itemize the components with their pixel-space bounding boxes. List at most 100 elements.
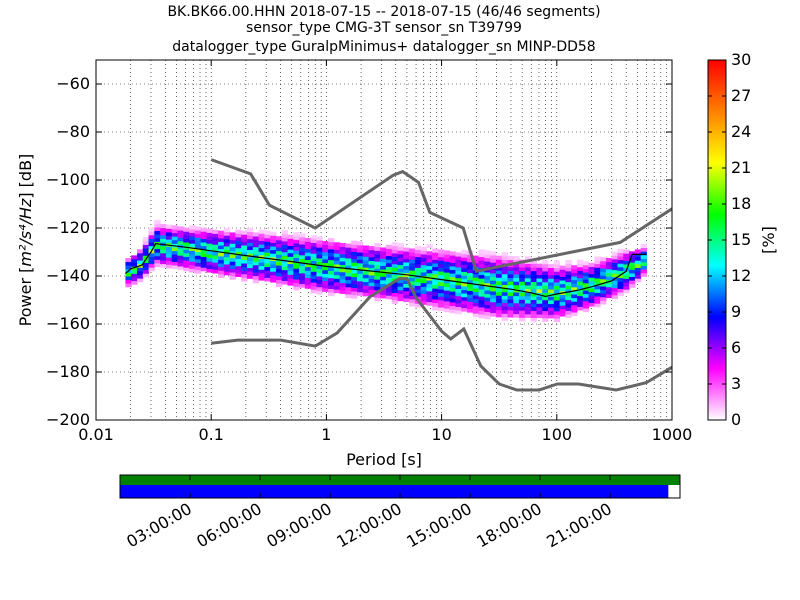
psd-cell — [362, 256, 370, 261]
psd-cell — [200, 267, 207, 272]
psd-cell — [235, 233, 242, 238]
psd-cell — [501, 255, 509, 260]
psd-cell — [414, 260, 422, 265]
psd-cell — [495, 295, 503, 300]
psd-cell — [478, 278, 485, 283]
psd-cell — [299, 240, 306, 245]
colorbar-tick-label: 0 — [731, 410, 741, 429]
psd-cell — [368, 264, 375, 269]
psd-cell — [235, 258, 242, 263]
psd-cell — [414, 303, 422, 308]
psd-cell — [530, 270, 537, 275]
psd-cell — [507, 306, 514, 311]
psd-cell — [275, 279, 283, 284]
psd-cell — [426, 301, 433, 306]
psd-cell — [605, 276, 613, 281]
psd-cell — [414, 256, 422, 261]
psd-cell — [362, 274, 370, 279]
psd-cell — [414, 263, 422, 268]
psd-cell — [438, 299, 445, 304]
psd-cell — [345, 272, 352, 277]
psd-cell — [536, 281, 543, 286]
psd-cell — [455, 306, 462, 311]
psd-cell — [490, 254, 497, 260]
psd-cell — [420, 257, 427, 262]
psd-cell — [241, 245, 248, 250]
psd-cell — [432, 270, 439, 275]
psd-cell — [576, 270, 584, 275]
psd-cell — [275, 272, 283, 277]
psd-cell — [571, 268, 578, 273]
psd-cell — [148, 238, 155, 243]
psd-cell — [600, 286, 607, 291]
psd-cell — [478, 310, 485, 315]
psd-cell — [472, 277, 480, 282]
psd-cell — [252, 275, 260, 280]
psd-cell — [148, 267, 155, 272]
psd-cell — [420, 279, 427, 284]
psd-cell — [339, 260, 346, 266]
psd-cell — [171, 264, 179, 270]
psd-cell — [339, 253, 346, 258]
psd-cell — [455, 256, 462, 261]
psd-cell — [432, 252, 439, 257]
psd-cell — [362, 292, 370, 297]
psd-cell — [246, 256, 254, 261]
psd-cell — [136, 256, 144, 261]
psd-cell — [293, 260, 300, 266]
psd-cell — [136, 278, 144, 283]
psd-cell — [623, 278, 630, 283]
psd-cell — [495, 298, 503, 303]
psd-cell — [310, 278, 317, 283]
psd-cell — [165, 246, 173, 251]
psd-cell — [576, 281, 584, 286]
psd-cell — [611, 291, 618, 296]
psd-cell — [310, 260, 317, 265]
psd-cell — [171, 261, 179, 266]
psd-cell — [183, 252, 190, 257]
psd-cell — [432, 280, 439, 286]
psd-cell — [235, 244, 242, 249]
psd-cell — [501, 313, 509, 318]
psd-cell — [507, 266, 514, 271]
psd-cell — [571, 279, 578, 284]
psd-cell — [385, 255, 393, 260]
psd-cell — [223, 256, 231, 261]
psd-cell — [501, 316, 509, 322]
psd-cell — [559, 265, 566, 270]
psd-cell — [536, 296, 543, 301]
psd-cell — [576, 274, 584, 279]
psd-cell — [148, 263, 155, 268]
noise-model-low-curve — [211, 277, 672, 392]
psd-cell — [299, 258, 306, 263]
psd-cell — [368, 282, 375, 287]
psd-cell — [380, 272, 387, 277]
psd-cell — [264, 277, 271, 282]
psd-cell — [455, 263, 462, 268]
colorbar-tick-label: 24 — [731, 122, 751, 141]
psd-cell — [495, 280, 503, 285]
psd-cell — [212, 269, 219, 274]
psd-cell — [623, 285, 630, 290]
psd-cell — [519, 288, 526, 293]
psd-cell — [519, 302, 526, 308]
psd-cell — [316, 265, 323, 270]
psd-cell — [611, 269, 618, 274]
psd-cell — [252, 257, 260, 262]
psd-cell — [634, 278, 642, 283]
psd-cell — [600, 275, 607, 280]
psd-cell — [472, 255, 480, 260]
psd-cell — [310, 274, 317, 279]
psd-cell — [495, 284, 503, 289]
psd-cell — [432, 288, 439, 293]
psd-cell — [380, 279, 387, 284]
y-tick-label: −80 — [56, 122, 90, 141]
chart-title-line-3: datalogger_type GuralpMinimus+ datalogge… — [172, 39, 595, 55]
psd-cell — [524, 277, 532, 282]
psd-cell — [443, 261, 451, 266]
psd-cell — [484, 275, 491, 280]
psd-cell — [565, 285, 572, 290]
psd-cell — [368, 260, 375, 265]
psd-cell — [293, 257, 300, 262]
psd-cell — [200, 249, 207, 254]
